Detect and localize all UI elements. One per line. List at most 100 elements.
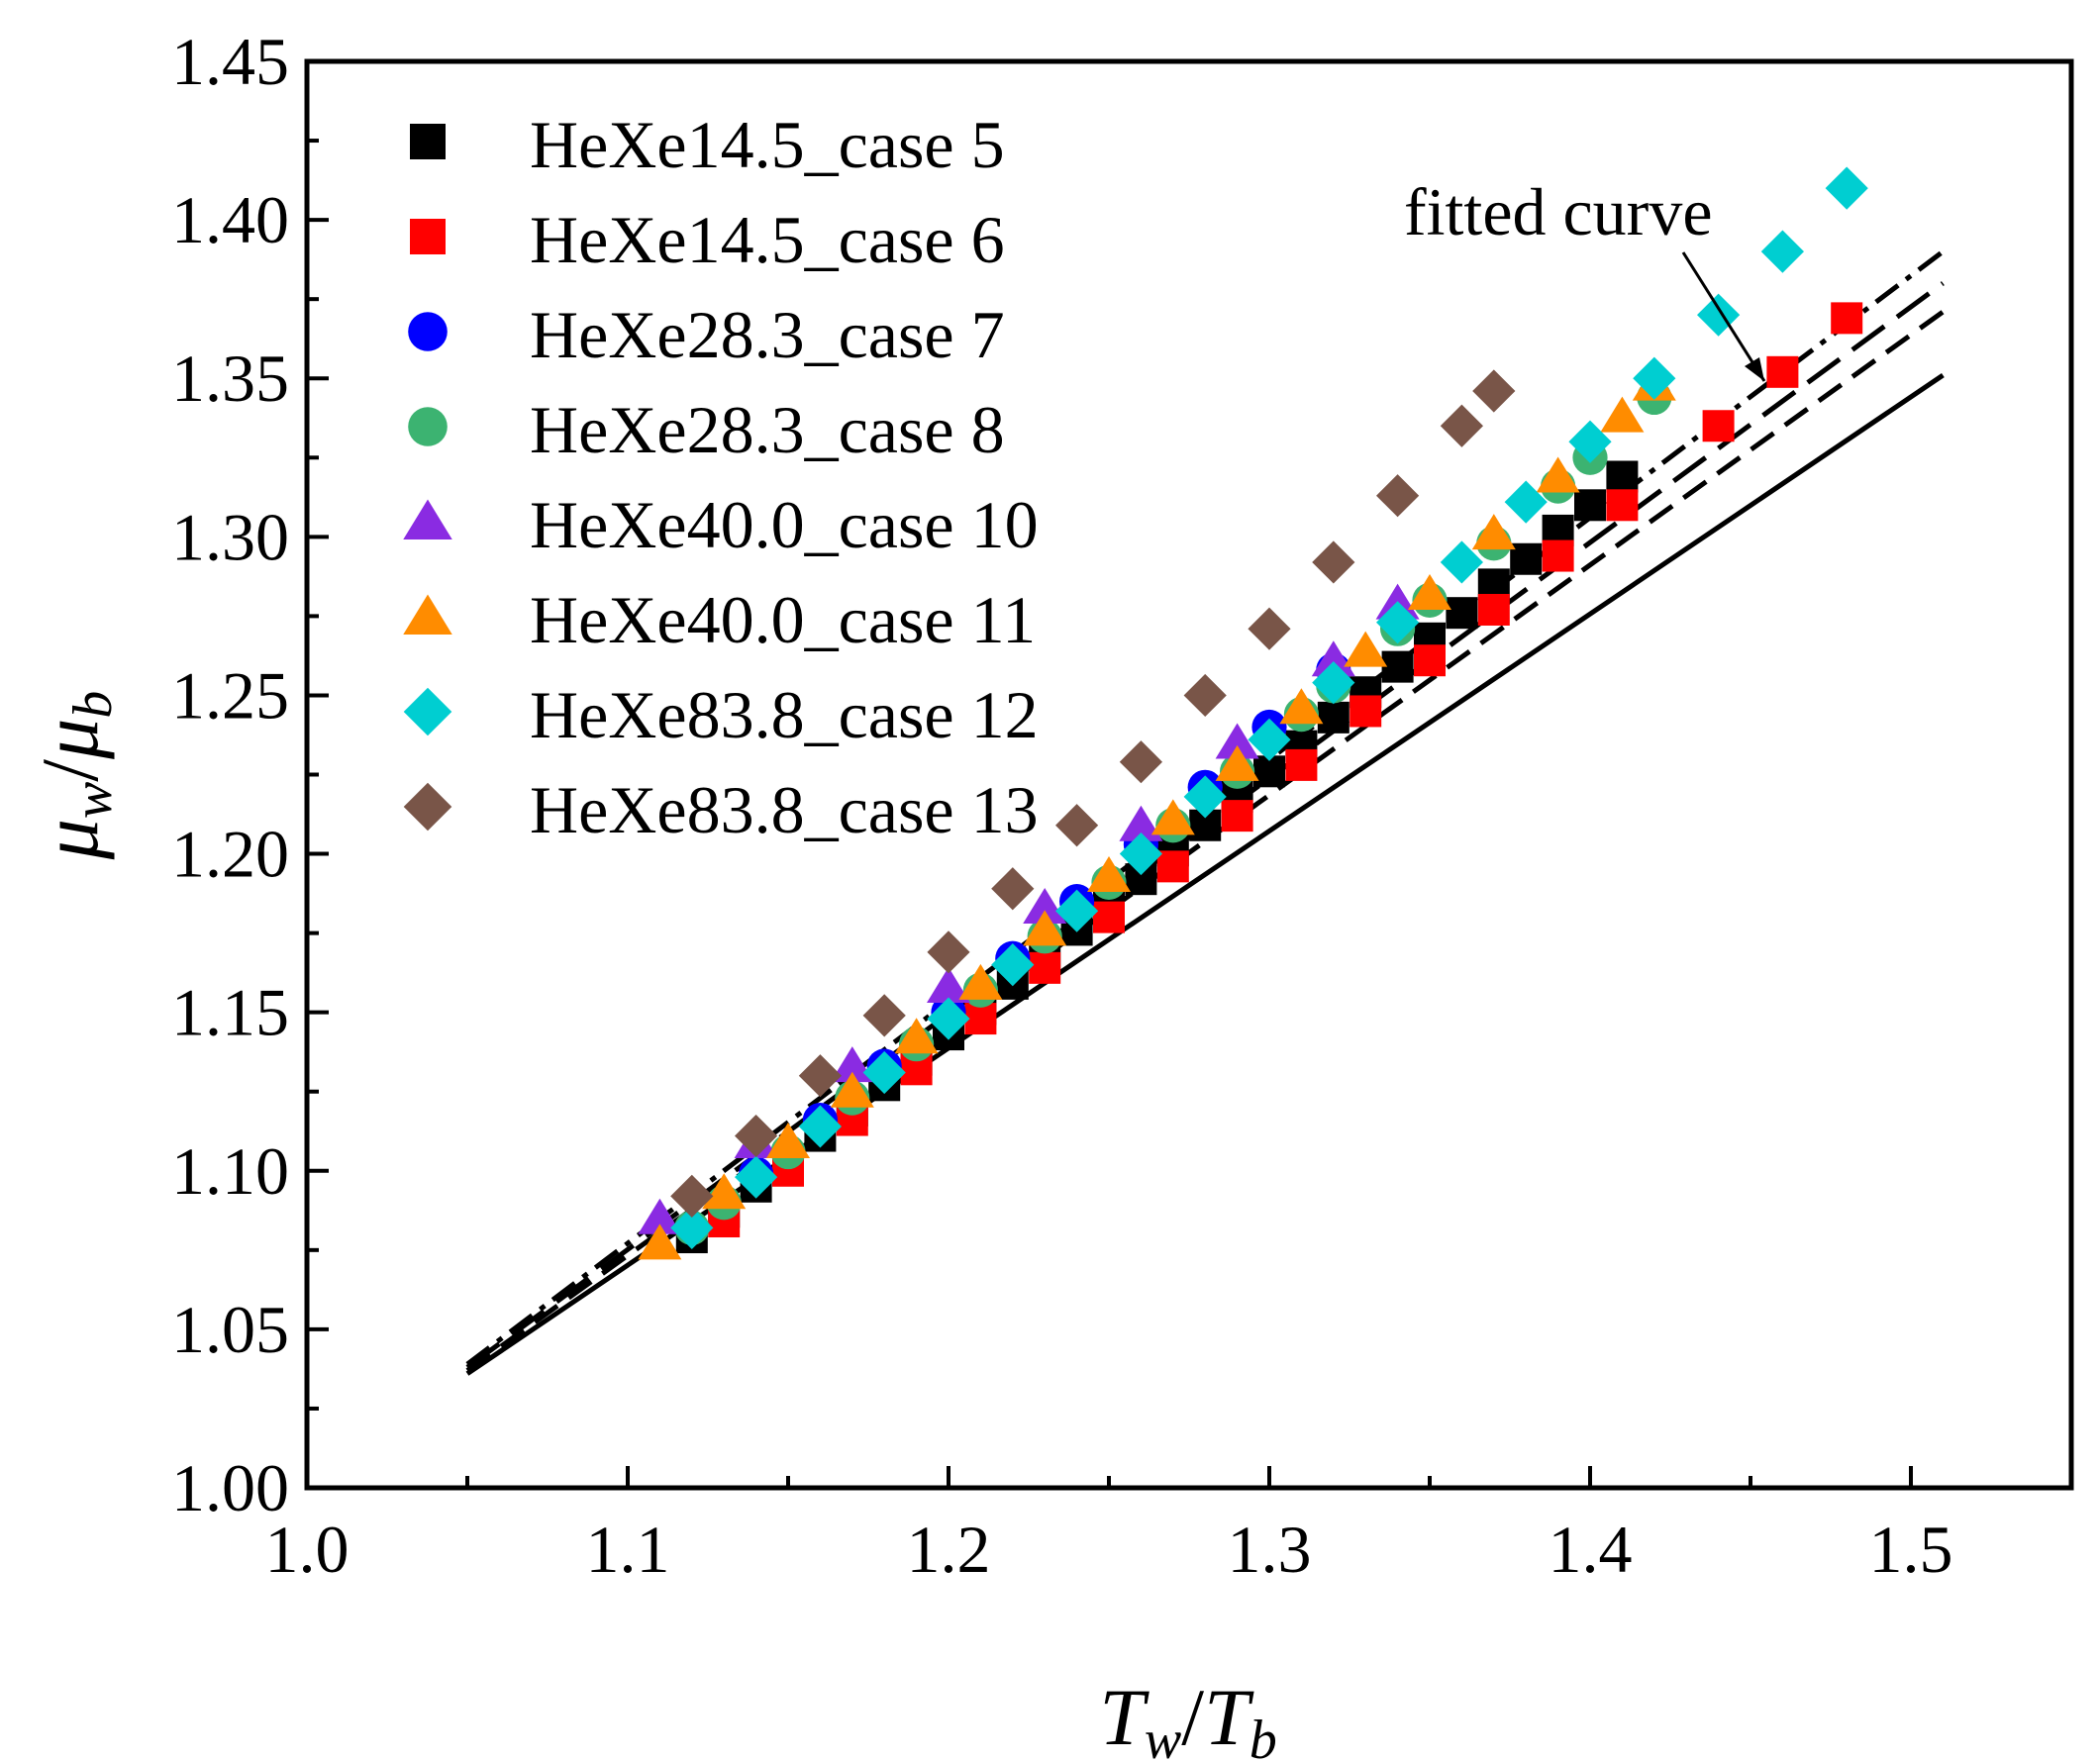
legend-label: HeXe40.0_case 10 bbox=[530, 487, 1039, 562]
data-point bbox=[1119, 832, 1162, 876]
data-point bbox=[1471, 514, 1516, 550]
data-point bbox=[798, 1054, 842, 1098]
data-point bbox=[1215, 723, 1259, 759]
data-point bbox=[1087, 855, 1131, 892]
data-point bbox=[1504, 480, 1548, 524]
y-axis-label: μw/μb bbox=[25, 691, 124, 861]
x-tick-label: 1.3 bbox=[1228, 1512, 1312, 1587]
y-label-sep: / bbox=[25, 759, 115, 782]
data-point bbox=[1248, 718, 1291, 761]
y-label-sub2: b bbox=[62, 691, 124, 719]
data-point bbox=[1376, 601, 1420, 644]
data-point bbox=[1702, 410, 1735, 442]
data-point bbox=[1150, 799, 1195, 835]
x-axis-label: Tw/Tb bbox=[1099, 1672, 1276, 1763]
series-7 bbox=[670, 166, 1868, 1250]
x-label-main: T bbox=[1099, 1672, 1150, 1762]
data-point bbox=[1574, 489, 1606, 522]
series-6 bbox=[638, 364, 1676, 1260]
y-tick-label: 1.20 bbox=[171, 817, 289, 892]
legend-marker bbox=[410, 219, 446, 254]
data-point bbox=[1215, 744, 1259, 781]
data-point bbox=[1408, 573, 1451, 610]
data-point bbox=[958, 963, 1003, 1000]
data-point bbox=[1221, 800, 1253, 833]
data-point bbox=[1344, 631, 1388, 667]
data-point bbox=[927, 930, 970, 974]
y-tick-label: 1.05 bbox=[171, 1292, 289, 1367]
data-point bbox=[1350, 695, 1382, 728]
y-tick-label: 1.00 bbox=[171, 1450, 289, 1525]
data-point bbox=[1029, 951, 1061, 984]
data-point bbox=[1023, 910, 1067, 946]
data-point bbox=[638, 1224, 682, 1260]
data-point bbox=[1312, 540, 1355, 584]
data-point bbox=[1376, 474, 1420, 518]
y-tick-label: 1.25 bbox=[171, 657, 289, 733]
legend-marker bbox=[408, 312, 448, 351]
x-tick-label: 1.2 bbox=[907, 1512, 991, 1587]
data-point bbox=[894, 1018, 939, 1054]
plot-frame bbox=[304, 58, 2074, 1491]
y-tick-label: 1.35 bbox=[171, 341, 289, 416]
data-point bbox=[830, 1071, 874, 1108]
data-point bbox=[1606, 489, 1639, 522]
series-5 bbox=[638, 583, 1420, 1234]
data-point bbox=[1542, 539, 1574, 572]
data-point bbox=[1055, 889, 1099, 932]
data-point bbox=[1055, 804, 1099, 847]
data-point bbox=[1414, 644, 1446, 677]
y-label-main: μ bbox=[25, 819, 115, 860]
y-tick-label: 1.10 bbox=[171, 1133, 289, 1209]
data-point bbox=[830, 1046, 874, 1083]
x-label-main2: T bbox=[1204, 1672, 1254, 1762]
x-tick-label: 1.5 bbox=[1869, 1512, 1953, 1587]
data-point bbox=[1093, 901, 1125, 933]
data-point bbox=[1606, 460, 1639, 493]
data-point bbox=[1279, 688, 1324, 725]
y-tick-label: 1.45 bbox=[171, 24, 289, 99]
x-tick-label: 1.4 bbox=[1549, 1512, 1633, 1587]
data-point bbox=[1381, 650, 1414, 683]
data-point bbox=[1311, 640, 1355, 677]
data-point bbox=[1510, 542, 1543, 575]
data-point bbox=[862, 1050, 906, 1095]
data-point bbox=[927, 997, 970, 1040]
legend-label: HeXe83.8_case 12 bbox=[530, 677, 1039, 752]
data-point bbox=[1156, 850, 1189, 883]
data-point bbox=[1760, 230, 1804, 273]
data-point bbox=[1766, 355, 1799, 388]
data-point bbox=[670, 1174, 714, 1218]
data-point bbox=[1183, 673, 1227, 718]
data-point bbox=[670, 1206, 714, 1250]
data-point bbox=[1440, 404, 1483, 447]
data-point bbox=[1248, 607, 1291, 650]
legend-label: HeXe28.3_case 7 bbox=[530, 297, 1005, 372]
data-point bbox=[1023, 887, 1067, 924]
data-point bbox=[735, 1114, 778, 1158]
legend-marker bbox=[403, 687, 452, 736]
data-point bbox=[1600, 396, 1645, 433]
legend-label: HeXe14.5_case 6 bbox=[530, 202, 1005, 277]
tick-labels: 1.0 1.1 1.2 1.3 1.4 1.5 1.00 1.05 1.10 1.15 1.20 1.… bbox=[171, 24, 1953, 1587]
data-point bbox=[964, 1003, 997, 1035]
annotation-arrowhead bbox=[1745, 357, 1764, 381]
legend: HeXe14.5_case 5 HeXe14.5_case 6 HeXe28.3_c… bbox=[403, 107, 1039, 847]
y-label-sub1: w bbox=[62, 782, 124, 819]
data-point bbox=[1477, 593, 1510, 626]
legend-marker bbox=[408, 407, 448, 446]
data-point bbox=[1183, 775, 1227, 819]
data-point bbox=[1825, 166, 1868, 210]
y-tick-label: 1.40 bbox=[171, 182, 289, 257]
data-point bbox=[1317, 701, 1350, 734]
legend-marker bbox=[403, 499, 452, 539]
data-point bbox=[1119, 805, 1163, 841]
legend-label: HeXe83.8_case 13 bbox=[530, 772, 1039, 847]
data-points bbox=[638, 166, 1868, 1260]
annotation-label: fitted curve bbox=[1404, 174, 1713, 249]
legend-marker bbox=[410, 124, 446, 159]
data-point bbox=[1633, 356, 1676, 400]
data-point bbox=[1285, 748, 1318, 781]
